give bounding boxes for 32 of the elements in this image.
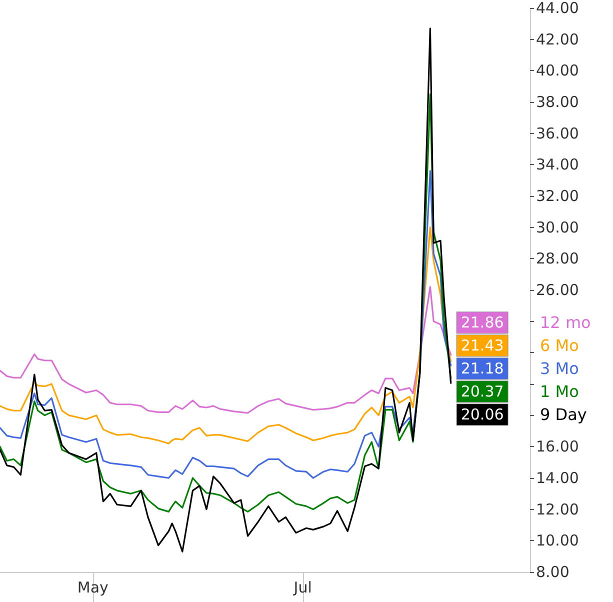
legend-label: 9 Day (540, 405, 587, 424)
y-tick-label: 40.00 (536, 62, 579, 80)
y-tick-label: 42.00 (536, 30, 579, 48)
data-label: 21.86 (460, 314, 504, 332)
y-tick-label: 34.00 (536, 156, 579, 174)
legend-label: 1 Mo (540, 382, 579, 402)
legend-label: 6 Mo (540, 336, 579, 356)
line-series (0, 286, 452, 414)
data-label: 21.43 (460, 336, 504, 355)
x-tick-label: Jul (292, 578, 312, 596)
x-tick-label: May (77, 578, 109, 596)
line-series (0, 226, 452, 444)
y-tick-label: 32.00 (536, 187, 579, 205)
y-tick-label: 30.00 (536, 218, 579, 236)
data-label: 20.37 (460, 382, 504, 401)
legend-label: 12 mo (540, 313, 591, 332)
line-series (0, 170, 452, 479)
y-tick-label: 10.00 (536, 532, 579, 550)
y-tick-label: 38.00 (536, 93, 579, 111)
line-series (0, 93, 452, 512)
line-series (0, 28, 452, 552)
data-label: 20.06 (460, 406, 504, 424)
y-tick-label: 28.00 (536, 250, 579, 268)
y-tick-label: 26.00 (536, 281, 579, 299)
data-label: 21.18 (460, 360, 504, 378)
y-tick-label: 36.00 (536, 124, 579, 142)
y-tick-label: 44.00 (536, 0, 579, 17)
y-tick-label: 16.00 (536, 438, 579, 456)
y-tick-label: 12.00 (536, 500, 579, 518)
legend-label: 3 Mo (540, 359, 579, 378)
y-tick-label: 8.00 (536, 563, 570, 581)
y-tick-label: 14.00 (536, 469, 579, 487)
